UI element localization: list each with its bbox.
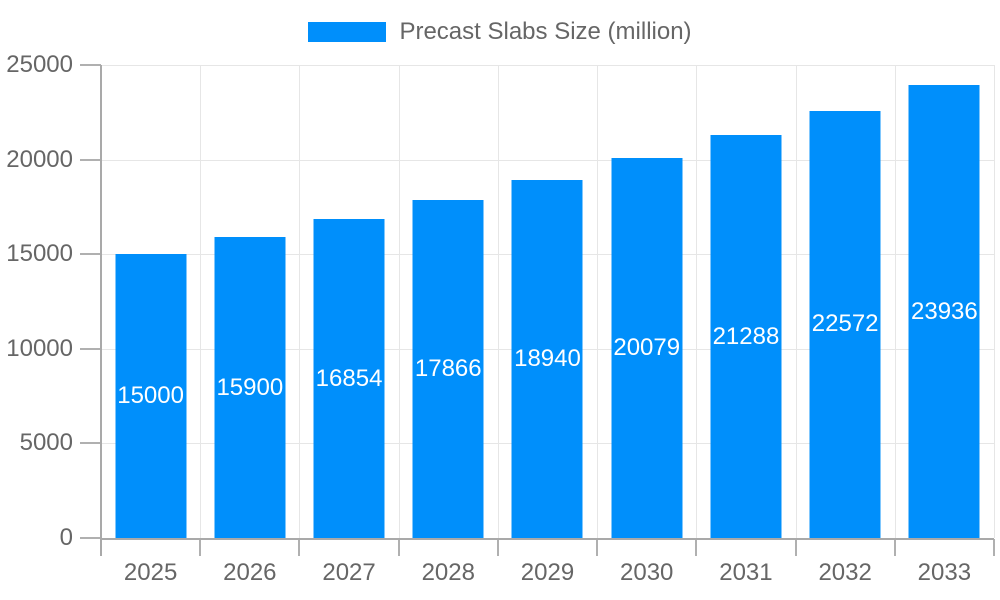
y-axis-tick-15000 bbox=[80, 253, 101, 256]
legend-label: Precast Slabs Size (million) bbox=[399, 18, 692, 45]
y-axis-label-15000: 15000 bbox=[6, 240, 73, 268]
x-gridline-7 bbox=[795, 65, 797, 538]
category-slot-2027: 16854 2027 bbox=[299, 65, 398, 586]
y-gridline-25000 bbox=[101, 65, 994, 66]
bar-2033[interactable]: 23936 bbox=[908, 85, 980, 538]
x-axis-tick-6 bbox=[695, 539, 698, 556]
x-axis-tick-9 bbox=[993, 539, 995, 556]
category-slot-2030: 20079 2030 bbox=[597, 65, 696, 586]
x-axis-label-2029: 2029 bbox=[520, 559, 575, 586]
bar-2028[interactable]: 17866 bbox=[412, 199, 484, 538]
category-slot-2026: 15900 2026 bbox=[200, 65, 299, 586]
y-axis-label-20000: 20000 bbox=[6, 145, 73, 173]
category-slot-2033: 23936 2033 bbox=[895, 65, 994, 586]
bar-2030[interactable]: 20079 bbox=[611, 158, 683, 538]
x-gridline-3 bbox=[398, 65, 400, 538]
x-axis-label-2030: 2030 bbox=[620, 559, 674, 586]
bar-2029[interactable]: 18940 bbox=[511, 179, 583, 538]
y-axis-tick-20000 bbox=[80, 158, 101, 161]
bar-value-label-2025: 15000 bbox=[117, 382, 184, 410]
bar-2032[interactable]: 22572 bbox=[809, 110, 881, 538]
x-axis-label-2031: 2031 bbox=[719, 559, 773, 586]
y-gridline-20000 bbox=[101, 159, 994, 161]
y-axis-label-5000: 5000 bbox=[19, 429, 73, 457]
x-axis-label-2032: 2032 bbox=[818, 559, 872, 586]
bar-value-label-2026: 15900 bbox=[216, 373, 284, 401]
bar-value-label-2029: 18940 bbox=[514, 344, 581, 372]
bar-2026[interactable]: 15900 bbox=[214, 237, 286, 538]
x-gridline-1 bbox=[200, 65, 202, 538]
bar-value-label-2028: 17866 bbox=[414, 354, 482, 382]
legend[interactable]: Precast Slabs Size (million) bbox=[0, 16, 1000, 48]
bar-value-label-2030: 20079 bbox=[613, 334, 681, 362]
x-axis-label-2033: 2033 bbox=[917, 559, 972, 586]
x-axis-label-2028: 2028 bbox=[421, 559, 475, 586]
x-axis-tick-7 bbox=[794, 539, 797, 556]
y-axis-tick-0 bbox=[80, 537, 101, 539]
x-axis-tick-4 bbox=[496, 539, 499, 556]
x-axis-tick-1 bbox=[199, 539, 202, 556]
x-axis-label-2027: 2027 bbox=[322, 559, 376, 586]
category-slot-2032: 22572 2032 bbox=[796, 65, 895, 586]
y-axis-label-0: 0 bbox=[59, 524, 73, 551]
y-axis-tick-10000 bbox=[80, 347, 101, 350]
bar-2027[interactable]: 16854 bbox=[313, 219, 385, 538]
x-gridline-9 bbox=[994, 65, 995, 538]
x-axis-label-2026: 2026 bbox=[223, 559, 277, 586]
x-gridline-5 bbox=[597, 65, 599, 538]
plot-area: 0 5000 10000 15000 20000 25000 15000 2025 15900 2… bbox=[6, 52, 995, 586]
x-axis-label-2025: 2025 bbox=[123, 559, 178, 586]
bar-value-label-2031: 21288 bbox=[712, 322, 780, 350]
category-slot-2031: 21288 2031 bbox=[696, 65, 795, 586]
category-slot-2025: 15000 2025 bbox=[101, 65, 200, 586]
bar-value-label-2027: 16854 bbox=[315, 364, 383, 392]
bar-2031[interactable]: 21288 bbox=[710, 135, 782, 538]
x-axis-tick-8 bbox=[893, 539, 896, 556]
y-axis-line bbox=[100, 65, 102, 556]
x-gridline-6 bbox=[696, 65, 698, 538]
x-gridline-2 bbox=[299, 65, 301, 538]
x-gridline-8 bbox=[894, 65, 896, 538]
bar-2025[interactable]: 15000 bbox=[115, 254, 187, 538]
x-axis-tick-3 bbox=[397, 539, 400, 556]
y-axis-tick-5000 bbox=[80, 442, 101, 445]
y-axis-label-25000: 25000 bbox=[6, 51, 73, 78]
bar-value-label-2032: 22572 bbox=[811, 310, 879, 338]
category-slot-2028: 17866 2028 bbox=[399, 65, 498, 586]
x-axis-tick-5 bbox=[596, 539, 599, 556]
y-axis-label-10000: 10000 bbox=[6, 334, 73, 362]
x-axis-line bbox=[101, 538, 994, 540]
bar-value-label-2033: 23936 bbox=[911, 297, 978, 325]
category-slot-2029: 18940 2029 bbox=[498, 65, 597, 586]
legend-swatch-icon bbox=[308, 22, 387, 42]
y-axis-tick-25000 bbox=[80, 64, 101, 66]
x-axis-tick-2 bbox=[298, 539, 301, 556]
x-gridline-4 bbox=[497, 65, 499, 538]
